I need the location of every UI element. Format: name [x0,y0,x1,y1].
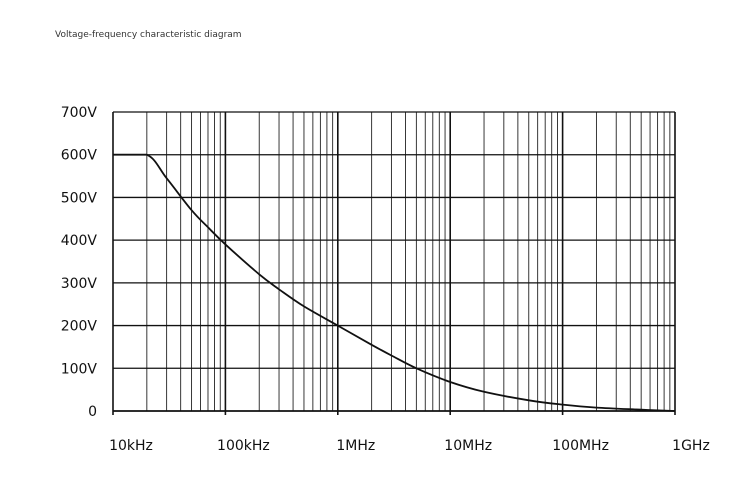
y-tick-label: 100V [61,361,98,377]
minor-gridlines [146,112,671,411]
y-tick-label: 700V [61,105,98,121]
voltage-curve [113,153,676,412]
y-tick-label: 400V [61,233,98,249]
y-tick-labels: 0 100V 200V 300V 400V 500V 600V 700V [61,105,98,420]
y-tick-label: 500V [61,190,98,206]
x-tick-label: 10MHz [444,438,492,454]
x-tick-label: 1MHz [336,438,375,454]
x-tick-labels: 10kHz 100kHz 1MHz 10MHz 100MHz 1GHz [109,438,710,454]
x-tick-label: 100kHz [217,438,270,454]
y-tick-label: 300V [61,276,98,292]
x-tick-label: 100MHz [552,438,609,454]
x-tick-label: 1GHz [672,438,710,454]
y-tick-label: 200V [61,319,98,335]
x-tick-label: 10kHz [109,438,153,454]
major-gridlines [112,111,676,415]
y-tick-label: 600V [61,148,98,164]
chart-caption: Voltage-frequency characteristic diagram [55,30,242,40]
y-tick-label: 0 [88,404,97,420]
